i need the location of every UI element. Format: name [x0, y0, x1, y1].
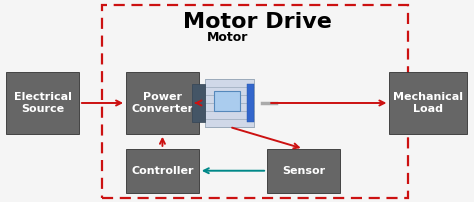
Text: Controller: Controller — [131, 166, 194, 176]
FancyBboxPatch shape — [214, 91, 240, 111]
FancyBboxPatch shape — [6, 72, 79, 134]
FancyBboxPatch shape — [267, 149, 340, 193]
Text: Electrical
Source: Electrical Source — [14, 92, 72, 114]
FancyBboxPatch shape — [126, 72, 199, 134]
Text: Motor: Motor — [206, 31, 248, 44]
FancyBboxPatch shape — [205, 79, 254, 127]
Text: Sensor: Sensor — [282, 166, 325, 176]
Text: Mechanical
Load: Mechanical Load — [393, 92, 463, 114]
Text: Motor Drive: Motor Drive — [183, 12, 332, 32]
FancyBboxPatch shape — [191, 84, 205, 122]
Text: Power
Converter: Power Converter — [131, 92, 193, 114]
FancyBboxPatch shape — [246, 84, 254, 122]
Bar — [102, 5, 408, 198]
FancyBboxPatch shape — [126, 149, 199, 193]
FancyBboxPatch shape — [389, 72, 467, 134]
